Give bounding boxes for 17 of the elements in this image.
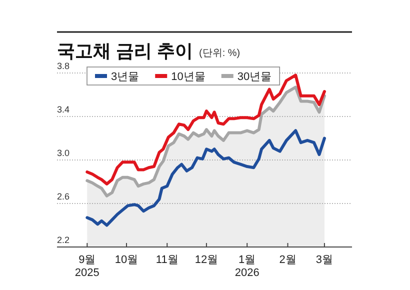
legend-label: 3년물 bbox=[111, 71, 140, 83]
x-tick-label: 2월 bbox=[279, 254, 296, 266]
x-tick-label: 3월 bbox=[316, 254, 334, 266]
chart-subtitle: (단위: %) bbox=[199, 48, 240, 59]
y-tick-label: 3.8 bbox=[57, 61, 70, 71]
x-tick-label: 1월 2026 bbox=[234, 254, 260, 279]
x-tick-label: 9월 2025 bbox=[74, 254, 100, 279]
legend-label: 10년물 bbox=[171, 71, 206, 83]
x-tick-label: 12월 bbox=[194, 254, 218, 266]
y-tick-label: 2.2 bbox=[57, 235, 70, 245]
x-tick-label: 10월 bbox=[114, 254, 138, 266]
legend-label: 30년물 bbox=[237, 71, 272, 83]
chart-title: 국고채 금리 추이 bbox=[57, 41, 194, 61]
y-tick-label: 2.6 bbox=[57, 192, 70, 202]
x-tick-label: 11월 bbox=[156, 254, 178, 266]
y-tick-label: 3.0 bbox=[57, 148, 70, 158]
y-tick-label: 3.4 bbox=[57, 104, 70, 114]
